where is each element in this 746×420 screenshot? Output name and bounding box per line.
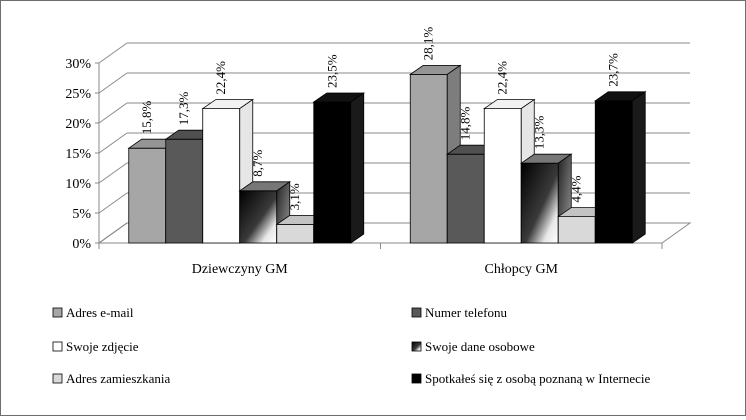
bar — [593, 91, 647, 244]
legend: Adres e-mail Numer telefonu Swoje zdjęcie S… — [52, 305, 650, 386]
category-label: Chłopcy GM — [485, 262, 559, 277]
legend-item: Numer telefonu — [411, 305, 507, 320]
legend-swatch — [52, 341, 63, 352]
data-label: 23,5% — [324, 54, 339, 88]
x-axis-categories: Dziewczyny GM Chłopcy GM — [192, 262, 559, 277]
legend-label: Swoje dane osobowe — [425, 339, 535, 354]
data-label: 22,4% — [495, 61, 510, 95]
y-tick-label: 30% — [65, 57, 91, 72]
data-label: 22,4% — [213, 61, 228, 95]
y-tick-label: 25% — [65, 87, 91, 102]
legend-item: Adres e-mail — [52, 305, 134, 320]
y-tick-label: 0% — [72, 237, 91, 252]
legend-label: Adres zamieszkania — [66, 371, 171, 386]
data-label: 4,4% — [569, 175, 584, 202]
legend-item: Adres zamieszkania — [52, 371, 171, 386]
legend-item: Swoje dane osobowe — [411, 339, 535, 354]
legend-label: Spotkałeś się z osobą poznaną w Internec… — [425, 371, 650, 386]
legend-swatch — [411, 373, 422, 384]
y-axis-ticks: 0% 5% 10% 15% 20% 25% 30% — [65, 57, 91, 252]
category-label: Dziewczyny GM — [192, 262, 289, 277]
data-label: 13,3% — [532, 115, 547, 149]
legend-swatch — [52, 307, 63, 318]
legend-swatch — [52, 373, 63, 384]
legend-item: Swoje zdjęcie — [52, 339, 139, 354]
data-label: 17,3% — [176, 91, 191, 125]
y-tick-label: 15% — [65, 147, 91, 162]
legend-label: Numer telefonu — [425, 305, 507, 320]
data-label: 3,1% — [287, 183, 302, 210]
legend-item: Spotkałeś się z osobą poznaną w Internec… — [411, 371, 650, 386]
y-tick-label: 20% — [65, 117, 91, 132]
legend-swatch — [411, 341, 422, 352]
bar — [312, 92, 366, 244]
data-label: 15,8% — [139, 100, 154, 134]
y-tick-label: 10% — [65, 177, 91, 192]
legend-swatch — [411, 307, 422, 318]
legend-label: Swoje zdjęcie — [66, 339, 139, 354]
data-label: 23,7% — [606, 53, 621, 87]
y-tick-label: 5% — [72, 207, 91, 222]
data-label: 8,7% — [250, 150, 265, 177]
data-label: 14,8% — [458, 106, 473, 140]
bars: 15,8% 17,3% 22,4% 8,7% 3,1% 23,5% 28,1% 14,8% 22… — [127, 27, 647, 244]
data-label: 28,1% — [421, 27, 436, 61]
legend-label: Adres e-mail — [66, 305, 134, 320]
